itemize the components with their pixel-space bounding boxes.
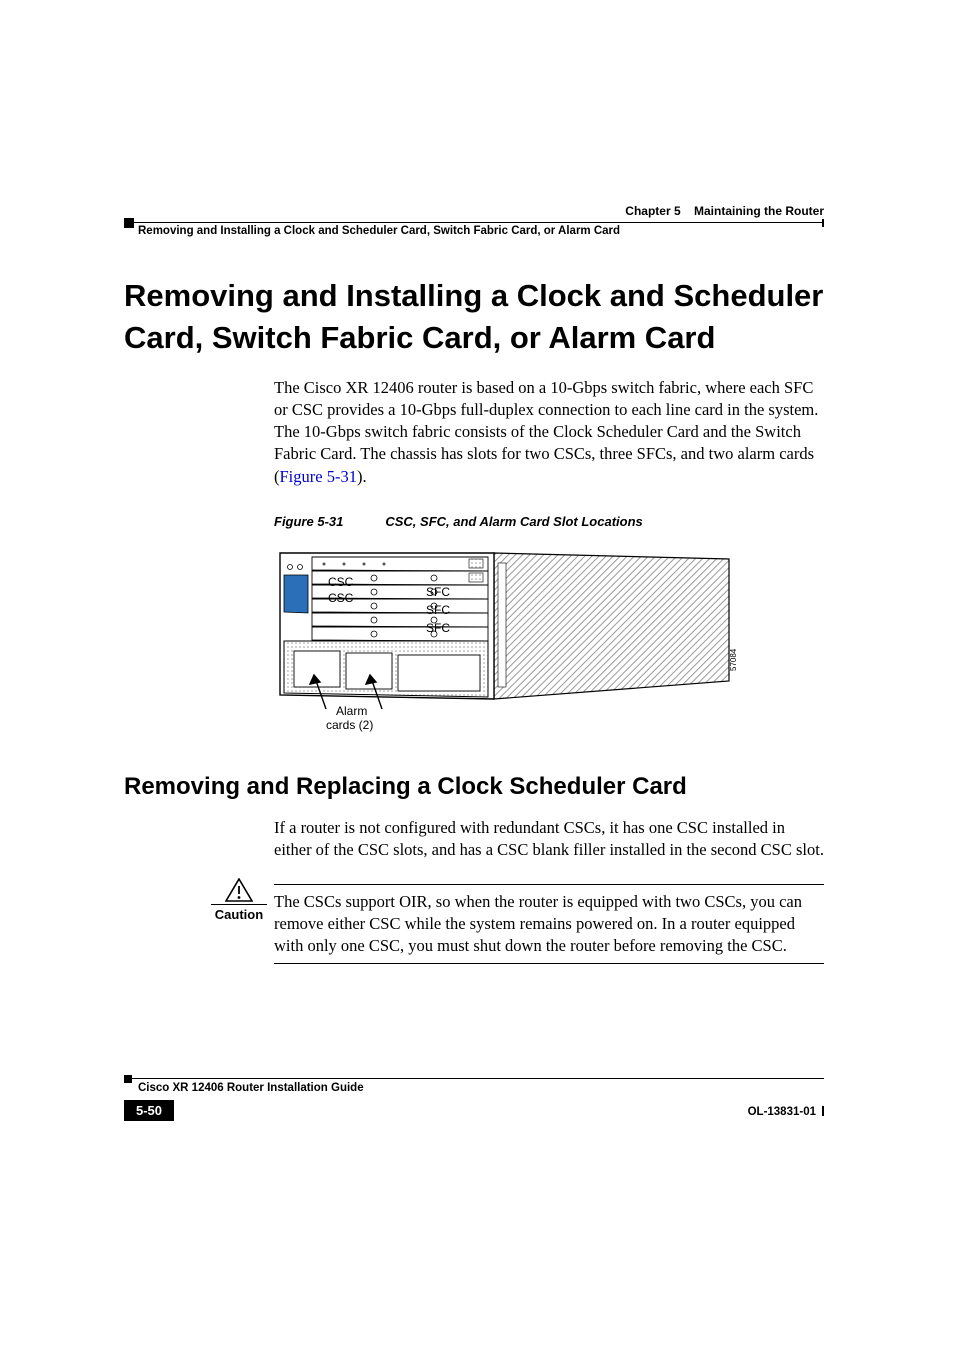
figure-number: Figure 5-31 [274, 514, 343, 529]
footer-rule [124, 1078, 824, 1079]
chapter-title: Maintaining the Router [694, 204, 824, 218]
callout-alarm-1: Alarm [336, 704, 367, 718]
header-rule [124, 222, 824, 223]
page-number: 5-50 [124, 1100, 174, 1121]
page: Chapter 5 Maintaining the Router Removin… [0, 0, 954, 1351]
content-region: Removing and Installing a Clock and Sche… [124, 275, 824, 970]
page-footer: Cisco XR 12406 Router Installation Guide… [124, 1078, 824, 1121]
callout-alarm-2: cards (2) [326, 718, 373, 732]
running-title: Removing and Installing a Clock and Sche… [138, 225, 824, 237]
callout-sfc-3: SFC [426, 621, 450, 635]
section-body: If a router is not configured with redun… [274, 817, 824, 862]
doc-number-wrap: OL-13831-01 [748, 1102, 824, 1120]
footer-bottom-row: 5-50 OL-13831-01 [124, 1100, 824, 1121]
figure-caption: Figure 5-31 CSC, SFC, and Alarm Card Slot… [274, 514, 824, 529]
art-number: 57084 [729, 648, 738, 671]
chapter-heading: Chapter 5 Maintaining the Router [124, 204, 824, 218]
intro-text-post: ). [357, 467, 367, 486]
section-heading: Removing and Replacing a Clock Scheduler… [124, 773, 824, 801]
chapter-label: Chapter 5 [625, 204, 680, 218]
caution-text: The CSCs support OIR, so when the router… [274, 891, 824, 958]
page-header: Chapter 5 Maintaining the Router Removin… [124, 204, 824, 237]
doc-number: OL-13831-01 [748, 1106, 816, 1118]
guide-title: Cisco XR 12406 Router Installation Guide [138, 1082, 824, 1094]
caution-label: Caution [204, 907, 274, 922]
intro-paragraph: The Cisco XR 12406 router is based on a … [274, 377, 824, 488]
callout-sfc-2: SFC [426, 603, 450, 617]
warning-icon [225, 878, 253, 902]
main-heading: Removing and Installing a Clock and Sche… [124, 275, 824, 359]
caution-label-column: Caution [204, 878, 274, 922]
figure-title: CSC, SFC, and Alarm Card Slot Locations [385, 514, 642, 529]
section-paragraph: If a router is not configured with redun… [274, 817, 824, 862]
intro-block: The Cisco XR 12406 router is based on a … [274, 377, 824, 733]
figure-xref-link[interactable]: Figure 5-31 [280, 467, 357, 486]
callout-sfc-1: SFC [426, 585, 450, 599]
callout-csc-2: CSC [328, 591, 353, 605]
caution-text-column: The CSCs support OIR, so when the router… [274, 878, 824, 971]
callout-csc-1: CSC [328, 575, 353, 589]
caution-block: Caution The CSCs support OIR, so when th… [204, 878, 824, 971]
figure-illustration: 57084 CSC CSC SFC SFC SFC Alarm cards (2… [274, 541, 742, 733]
